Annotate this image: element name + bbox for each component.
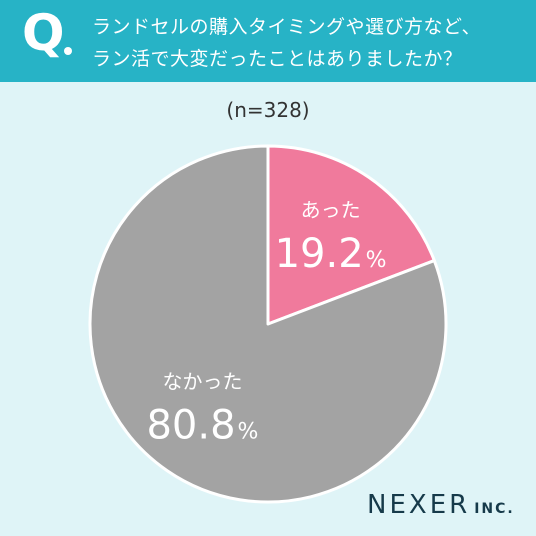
question-line-1: ランドセルの購入タイミングや選び方など、 — [92, 16, 482, 38]
question-header: Q ランドセルの購入タイミングや選び方など、 ラン活で大変だったことはありました… — [0, 0, 536, 82]
logo-name: NEXER — [367, 490, 471, 520]
logo-suffix: INC. — [474, 501, 515, 517]
question-line-2: ラン活で大変だったことはありましたか？ — [92, 48, 463, 70]
pie-slice-0 — [266, 144, 436, 326]
question-q-dot — [64, 47, 72, 55]
question-q-mark: Q — [22, 4, 65, 62]
pie-slice-1 — [88, 144, 448, 504]
pie-slice-label-1: なかった — [162, 370, 242, 394]
pie-slice-label-0: あった — [301, 198, 361, 222]
pie-slice-value-0: 19.2% — [275, 231, 387, 277]
nexer-logo: NEXER INC. — [367, 490, 515, 520]
pie-slice-value-1: 80.8% — [146, 403, 258, 449]
sample-size-label: (n=328) — [226, 98, 310, 122]
